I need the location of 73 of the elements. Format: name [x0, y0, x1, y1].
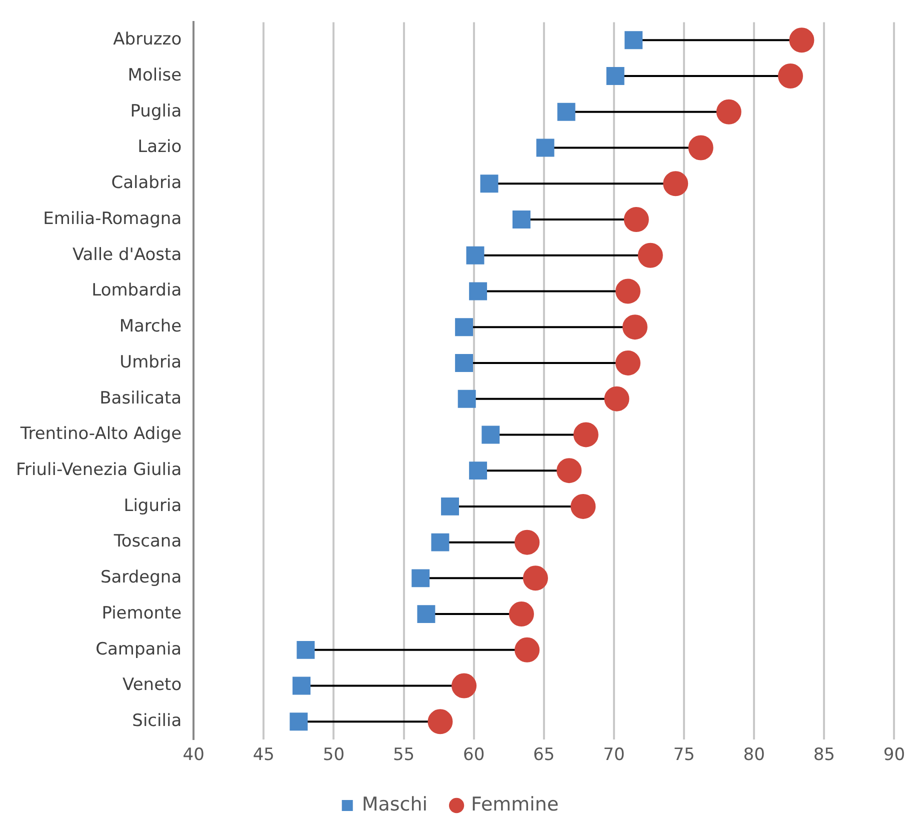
point	[428, 709, 453, 734]
y-tick-label: Lazio	[138, 137, 182, 158]
point	[508, 602, 534, 627]
point	[466, 246, 484, 264]
point	[417, 605, 436, 624]
point	[536, 138, 554, 157]
x-tick-label: 75	[673, 745, 695, 766]
point	[663, 171, 688, 196]
point	[778, 64, 803, 89]
point	[512, 210, 530, 228]
legend-label: Femmine	[471, 793, 559, 816]
point	[292, 676, 310, 695]
x-tick-label: 40	[182, 745, 204, 766]
x-tick-label: 80	[743, 745, 765, 766]
point	[573, 422, 598, 448]
y-tick-label: Sicilia	[132, 711, 182, 732]
y-tick-label: Calabria	[111, 173, 182, 194]
x-tick-label: 50	[322, 745, 345, 766]
point	[514, 530, 540, 555]
x-tick-label: 90	[883, 745, 906, 766]
point	[455, 354, 474, 372]
x-tick-label: 60	[463, 745, 485, 766]
point	[441, 497, 460, 516]
legend-label: Maschi	[362, 793, 428, 816]
point	[638, 242, 663, 268]
point	[604, 386, 630, 412]
point	[455, 318, 474, 336]
point	[452, 673, 477, 698]
point	[622, 314, 648, 340]
x-tick-label: 55	[392, 745, 415, 766]
point	[570, 494, 596, 519]
point	[469, 462, 488, 480]
point	[431, 533, 450, 552]
y-tick-label: Liguria	[124, 496, 182, 516]
point	[716, 99, 742, 124]
y-tick-label: Veneto	[122, 675, 182, 696]
point	[522, 566, 548, 591]
point	[789, 28, 814, 53]
y-tick-label: Basilicata	[100, 388, 182, 408]
y-tick-label: Molise	[128, 65, 182, 86]
x-tick-label: 45	[252, 745, 274, 766]
point	[514, 637, 540, 662]
point	[290, 712, 308, 731]
point	[557, 102, 576, 121]
point	[480, 174, 498, 193]
y-tick-label: Puglia	[130, 101, 182, 122]
y-tick-label: Emilia-Romagna	[43, 208, 182, 229]
y-tick-label: Friuli-Venezia Giulia	[16, 460, 182, 480]
point	[615, 350, 640, 376]
point	[556, 458, 582, 484]
point	[606, 67, 624, 85]
point	[688, 135, 714, 160]
y-tick-label: Abruzzo	[113, 30, 182, 50]
point	[482, 426, 500, 444]
y-tick-label: Marche	[119, 316, 182, 337]
point	[624, 31, 643, 50]
x-tick-label: 65	[533, 745, 555, 766]
point	[412, 569, 430, 588]
y-tick-label: Valle d'Aosta	[72, 244, 182, 265]
x-tick-label: 85	[813, 745, 835, 766]
y-tick-label: Sardegna	[100, 568, 182, 588]
y-tick-label: Trentino-Alto Adige	[19, 424, 182, 444]
x-tick-label: 70	[603, 745, 625, 766]
y-tick-label: Lombardia	[92, 280, 182, 301]
y-tick-label: Piemonte	[102, 603, 182, 624]
point	[296, 640, 315, 659]
y-tick-label: Umbria	[120, 352, 182, 372]
point	[615, 278, 640, 304]
point	[469, 282, 488, 300]
point	[624, 206, 649, 232]
point	[458, 390, 476, 408]
y-tick-label: Toscana	[112, 532, 182, 552]
y-tick-label: Campania	[96, 639, 182, 660]
